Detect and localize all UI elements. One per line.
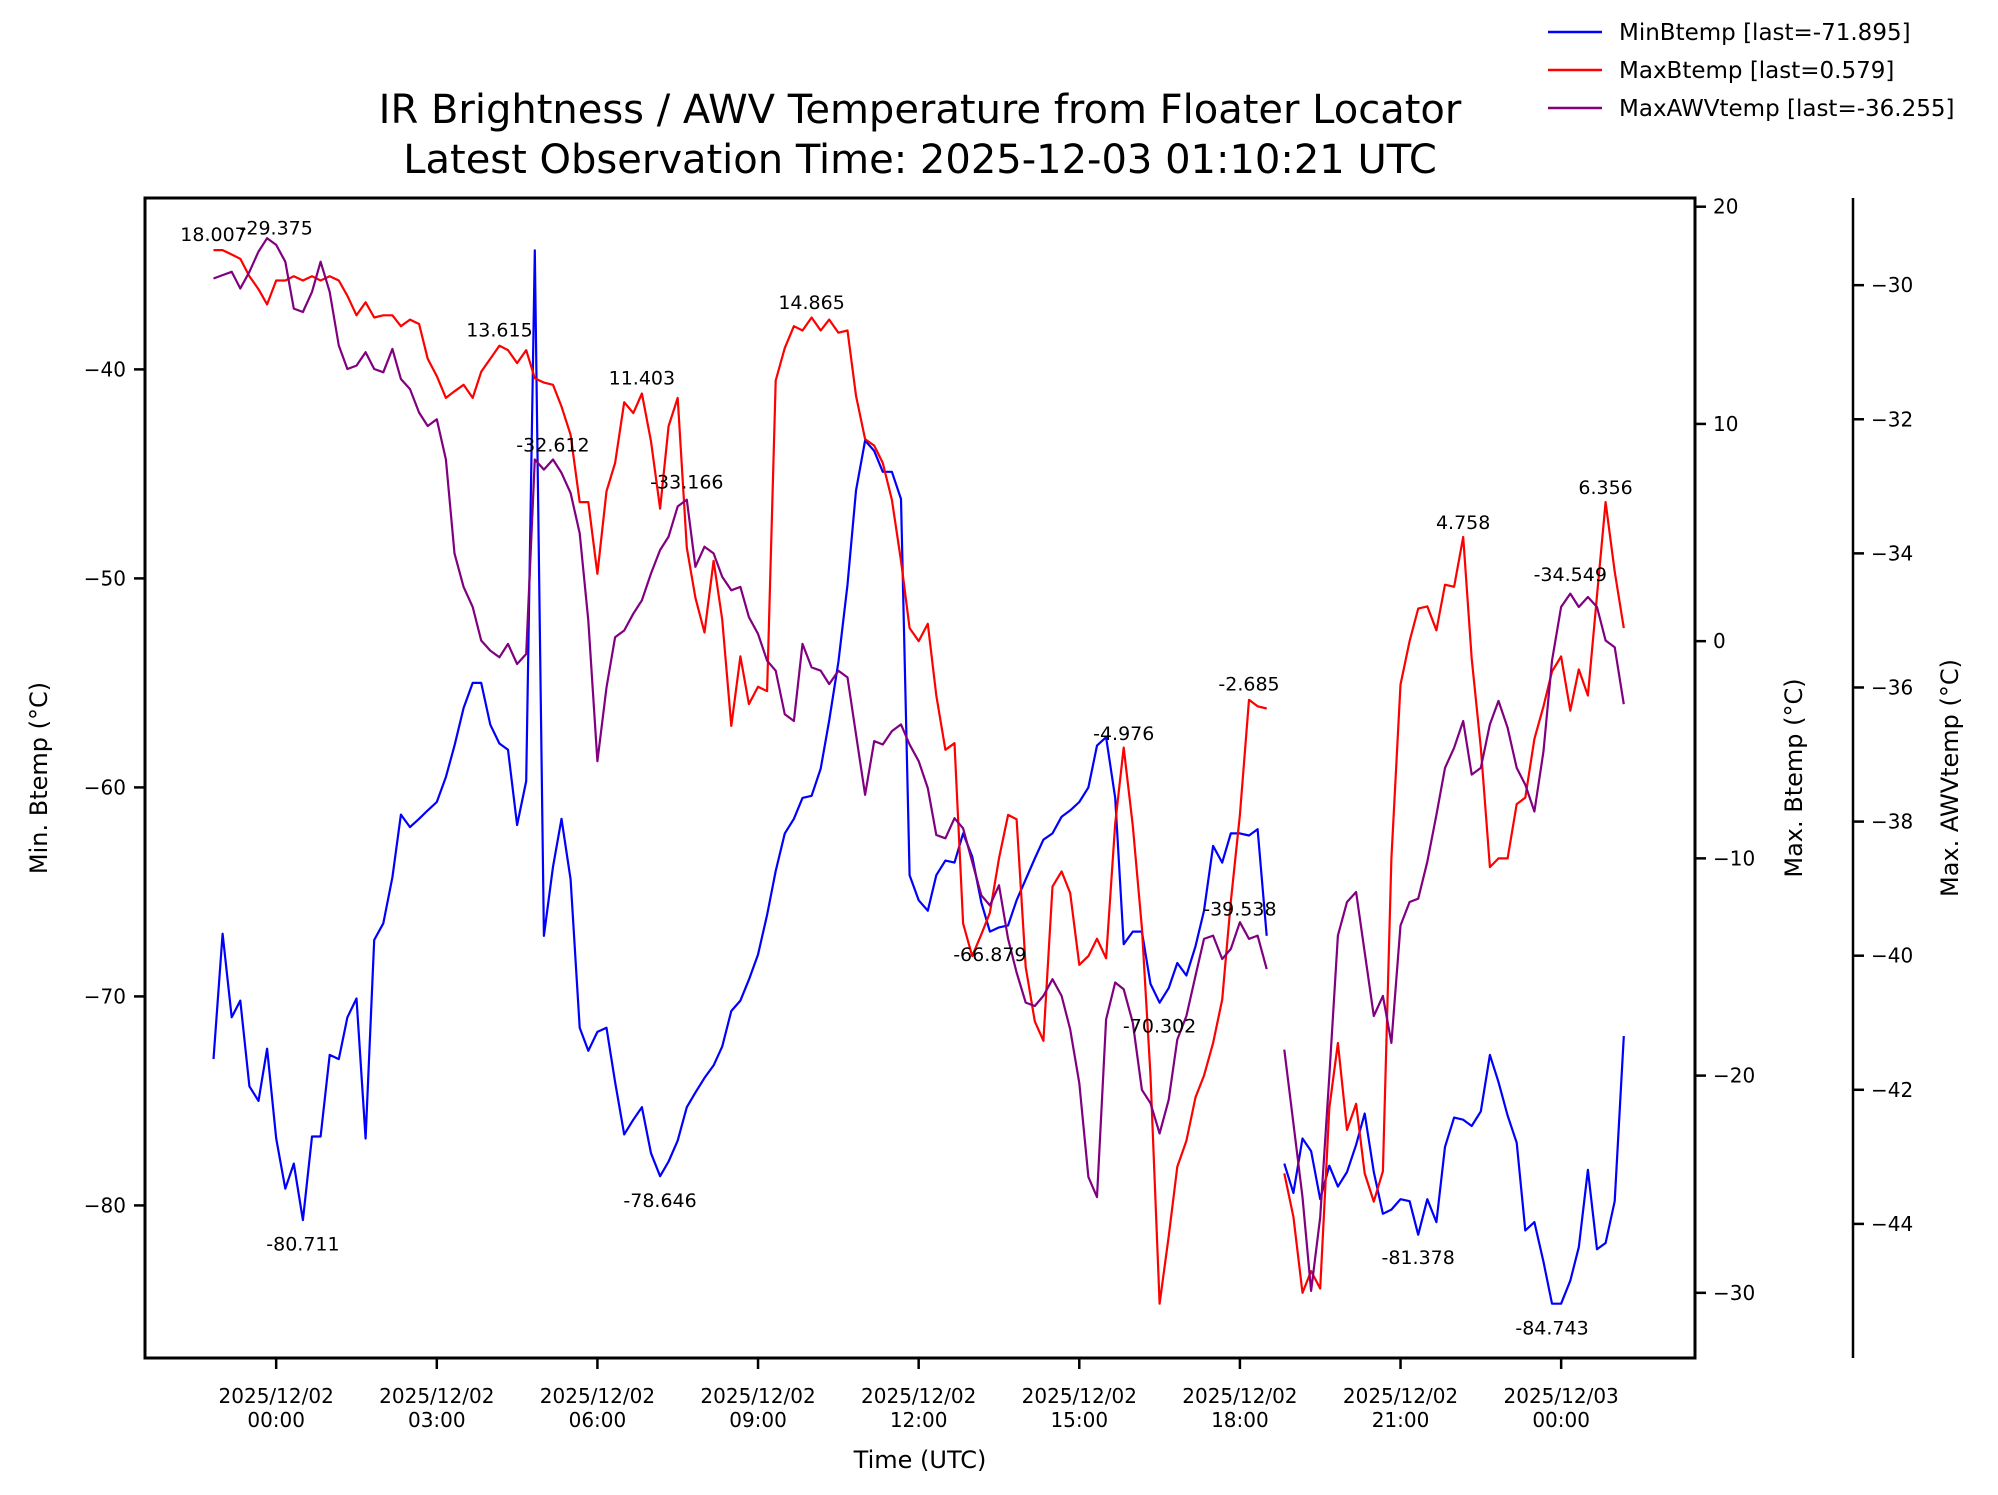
chart-subtitle: Latest Observation Time: 2025-12-03 01:1… xyxy=(403,137,1437,183)
series-line-MaxAWVtemp-seg2 xyxy=(1283,592,1625,1293)
data-label-MaxBtemp: 14.865 xyxy=(778,292,844,314)
data-label-MaxBtemp: 4.758 xyxy=(1436,512,1490,534)
right-tick-label: 20 xyxy=(1713,195,1738,219)
legend-label-MaxAWVtemp: MaxAWVtemp [last=-36.255] xyxy=(1619,96,1954,122)
left-tick-label: −40 xyxy=(84,357,126,381)
right-tick-label: −30 xyxy=(1713,1281,1755,1305)
data-annotations: -80.711 -78.646 -66.879 -70.302 -81.378 -84.7… xyxy=(180,217,1633,1339)
data-label-MinBtemp: -84.743 xyxy=(1515,1318,1588,1340)
right-tick-label: −20 xyxy=(1713,1064,1755,1088)
legend: MinBtemp [last=-71.895] MaxBtemp [last=0.… xyxy=(1548,20,1954,122)
x-tick-label-date: 2025/12/02 xyxy=(1182,1384,1297,1408)
far-right-tick-label: −40 xyxy=(1871,944,1913,968)
x-axis-label: Time (UTC) xyxy=(853,1446,987,1474)
right-y-axis: −30 −20 −10 0 10 20 xyxy=(1695,195,1755,1305)
series-line-MaxBtemp-seg1 xyxy=(213,249,1267,1305)
title-block: IR Brightness / AWV Temperature from Flo… xyxy=(379,87,1462,183)
left-tick-label: −80 xyxy=(84,1193,126,1217)
far-right-tick-label: −34 xyxy=(1871,541,1913,565)
x-tick-label-time: 00:00 xyxy=(1532,1408,1590,1432)
x-tick-label-time: 03:00 xyxy=(408,1408,466,1432)
far-right-tick-label: −42 xyxy=(1871,1078,1913,1102)
plot-frame xyxy=(143,196,1697,1360)
x-tick-label-time: 18:00 xyxy=(1211,1408,1269,1432)
x-tick-label-date: 2025/12/02 xyxy=(1343,1384,1458,1408)
data-label-MaxBtemp: 6.356 xyxy=(1578,477,1632,499)
x-tick-label-time: 21:00 xyxy=(1372,1408,1430,1432)
chart-title: IR Brightness / AWV Temperature from Flo… xyxy=(379,87,1462,133)
far-right-tick-label: −44 xyxy=(1871,1212,1913,1236)
x-tick-label-time: 06:00 xyxy=(569,1408,627,1432)
data-label-MaxBtemp: 11.403 xyxy=(609,367,675,389)
data-label-MinBtemp: -81.378 xyxy=(1382,1247,1455,1269)
x-tick-label-date: 2025/12/02 xyxy=(379,1384,494,1408)
right-tick-label: 0 xyxy=(1713,629,1726,653)
x-tick-label-time: 12:00 xyxy=(890,1408,948,1432)
series-line-MaxBtemp-seg2 xyxy=(1283,501,1625,1294)
x-tick-label-time: 00:00 xyxy=(247,1408,305,1432)
data-label-MaxAWVtemp: -34.549 xyxy=(1534,564,1607,586)
data-label-MaxAWVtemp: -39.538 xyxy=(1203,899,1276,921)
series-line-MinBtemp-seg1 xyxy=(212,249,1268,1222)
x-tick-label-date: 2025/12/02 xyxy=(861,1384,976,1408)
data-label-MaxBtemp: 13.615 xyxy=(466,319,532,341)
far-right-tick-label: −30 xyxy=(1871,273,1913,297)
x-tick-label-date: 2025/12/02 xyxy=(700,1384,815,1408)
data-label-MaxBtemp: -4.976 xyxy=(1093,723,1154,745)
data-label-MinBtemp: -78.646 xyxy=(623,1190,696,1212)
left-tick-label: −70 xyxy=(84,984,126,1008)
x-tick-label-time: 15:00 xyxy=(1050,1408,1108,1432)
right-axis-label: Max. Btemp (°C) xyxy=(1780,678,1808,877)
series-line-MinBtemp-seg2 xyxy=(1283,1036,1625,1305)
x-tick-label-date: 2025/12/02 xyxy=(219,1384,334,1408)
x-tick-label-date: 2025/12/02 xyxy=(1022,1384,1137,1408)
x-tick-label-time: 09:00 xyxy=(729,1408,787,1432)
far-right-tick-label: −38 xyxy=(1871,810,1913,834)
data-label-MinBtemp: -70.302 xyxy=(1123,1016,1196,1038)
right-tick-label: 10 xyxy=(1713,412,1738,436)
legend-label-MinBtemp: MinBtemp [last=-71.895] xyxy=(1619,20,1911,46)
legend-label-MaxBtemp: MaxBtemp [last=0.579] xyxy=(1619,58,1894,84)
data-label-MaxAWVtemp: -33.166 xyxy=(650,471,723,493)
left-axis-label: Min. Btemp (°C) xyxy=(25,682,53,874)
far-right-tick-label: −32 xyxy=(1871,407,1913,431)
data-label-MaxAWVtemp: -32.612 xyxy=(516,434,589,456)
x-axis: 2025/12/0200:002025/12/0203:002025/12/02… xyxy=(219,1358,1619,1432)
data-label-MinBtemp: -80.711 xyxy=(266,1233,339,1255)
data-label-MinBtemp: -66.879 xyxy=(953,944,1026,966)
left-y-axis: −80 −70 −60 −50 −40 xyxy=(84,357,145,1217)
x-tick-label-date: 2025/12/03 xyxy=(1504,1384,1619,1408)
left-tick-label: −50 xyxy=(84,566,126,590)
right-tick-label: −10 xyxy=(1713,846,1755,870)
series-lines xyxy=(212,237,1625,1305)
data-label-MaxBtemp: 18.007 xyxy=(180,224,246,246)
data-label-MaxBtemp: -2.685 xyxy=(1218,673,1279,695)
series-line-MaxAWVtemp-seg1 xyxy=(213,237,1268,1199)
x-tick-label-date: 2025/12/02 xyxy=(540,1384,655,1408)
far-right-tick-label: −36 xyxy=(1871,675,1913,699)
data-label-MaxAWVtemp: -29.375 xyxy=(240,217,313,239)
far-right-axis-label: Max. AWVtemp (°C) xyxy=(1936,659,1964,897)
left-tick-label: −60 xyxy=(84,775,126,799)
far-right-y-axis: −44 −42 −40 −38 −36 −34 −32 −30 xyxy=(1851,198,1913,1358)
